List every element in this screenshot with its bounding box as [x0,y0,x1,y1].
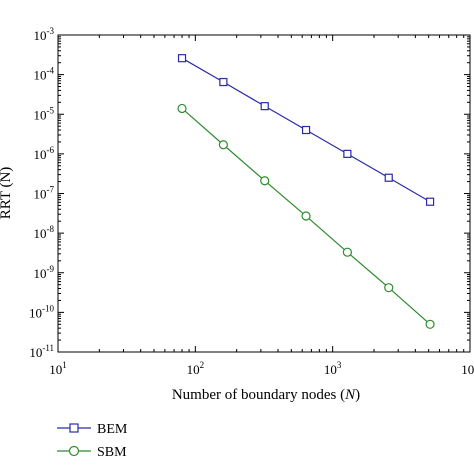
y-tick-label: 10-8 [34,224,55,241]
y-tick-label-exponent: -7 [47,185,55,195]
y-tick-label-exponent: -5 [47,105,55,115]
data-point-bem [260,102,269,111]
y-tick-label: 10-5 [34,105,55,122]
x-tick-label: 103 [324,360,342,377]
y-tick-label: 10-3 [34,26,55,43]
y-tick-label-base: 10 [34,266,47,281]
data-point-sbm [342,247,352,257]
data-point-sbm [384,283,394,293]
series-layer [177,54,435,329]
x-tick-label: 102 [187,360,205,377]
y-tick-label-base: 10 [29,305,42,320]
y-tick-label-base: 10 [34,107,47,122]
data-point-bem [384,173,393,182]
legend-marker-sbm [68,445,80,457]
x-axis-label-end: ) [355,387,360,403]
y-tick-label: 10-9 [34,264,55,281]
data-point-bem [301,125,311,135]
data-point-bem [343,149,352,158]
y-tick-label-exponent: -6 [47,145,55,155]
x-axis-label-start: Number of boundary nodes ( [172,387,345,403]
x-tick-label-base: 10 [49,362,62,377]
data-point-bem [177,54,187,63]
y-tick-label: 10-11 [29,343,54,360]
x-tick-label-base: 10 [324,362,337,377]
y-tick-label-base: 10 [34,187,47,202]
x-tick-label-exponent: 2 [200,360,205,370]
x-tick-label-exponent: 3 [337,360,342,370]
y-tick-label-base: 10 [34,226,47,241]
data-point-sbm [301,211,311,221]
y-tick-label-exponent: -8 [47,224,55,234]
y-axis-label: RRT (N) [0,167,14,220]
data-point-sbm [218,140,228,150]
y-tick-label-exponent: -11 [42,343,54,353]
y-tick-label-exponent: -10 [42,303,54,313]
legend-label-sbm: SBM [97,445,127,460]
legend-label-bem: BEM [97,422,128,437]
y-tick-label-exponent: -4 [47,66,55,76]
x-tick-label: 101 [49,360,67,377]
y-tick-label-base: 10 [29,345,42,360]
data-point-sbm [425,319,435,329]
y-tick-label-base: 10 [34,28,47,43]
axis-ticks: 10110210310410-310-410-510-610-710-810-9… [29,26,474,377]
legend-marker-bem [69,423,79,433]
x-tick-label-base: 10 [461,362,474,377]
legend-item-bem: BEM [57,422,128,437]
data-point-sbm [177,103,187,114]
x-axis-label-variable: N [344,387,356,403]
data-point-bem [219,77,228,87]
y-tick-label-exponent: -3 [47,26,55,36]
x-tick-label-exponent: 1 [62,360,67,370]
data-point-bem [425,197,435,206]
x-tick-label-base: 10 [187,362,200,377]
y-tick-label-base: 10 [34,147,47,162]
y-tick-label: 10-4 [34,66,55,83]
data-point-sbm [260,176,270,186]
legend-item-sbm: SBM [57,445,127,460]
y-tick-label: 10-6 [34,145,55,162]
x-axis-label: Number of boundary nodes (N) [172,387,360,403]
x-tick-label: 104 [461,360,474,377]
y-tick-label-base: 10 [34,68,47,83]
y-tick-label: 10-10 [29,303,54,320]
y-tick-label: 10-7 [34,185,55,202]
legend: BEM SBM [57,422,128,460]
y-tick-label-exponent: -9 [47,264,55,274]
